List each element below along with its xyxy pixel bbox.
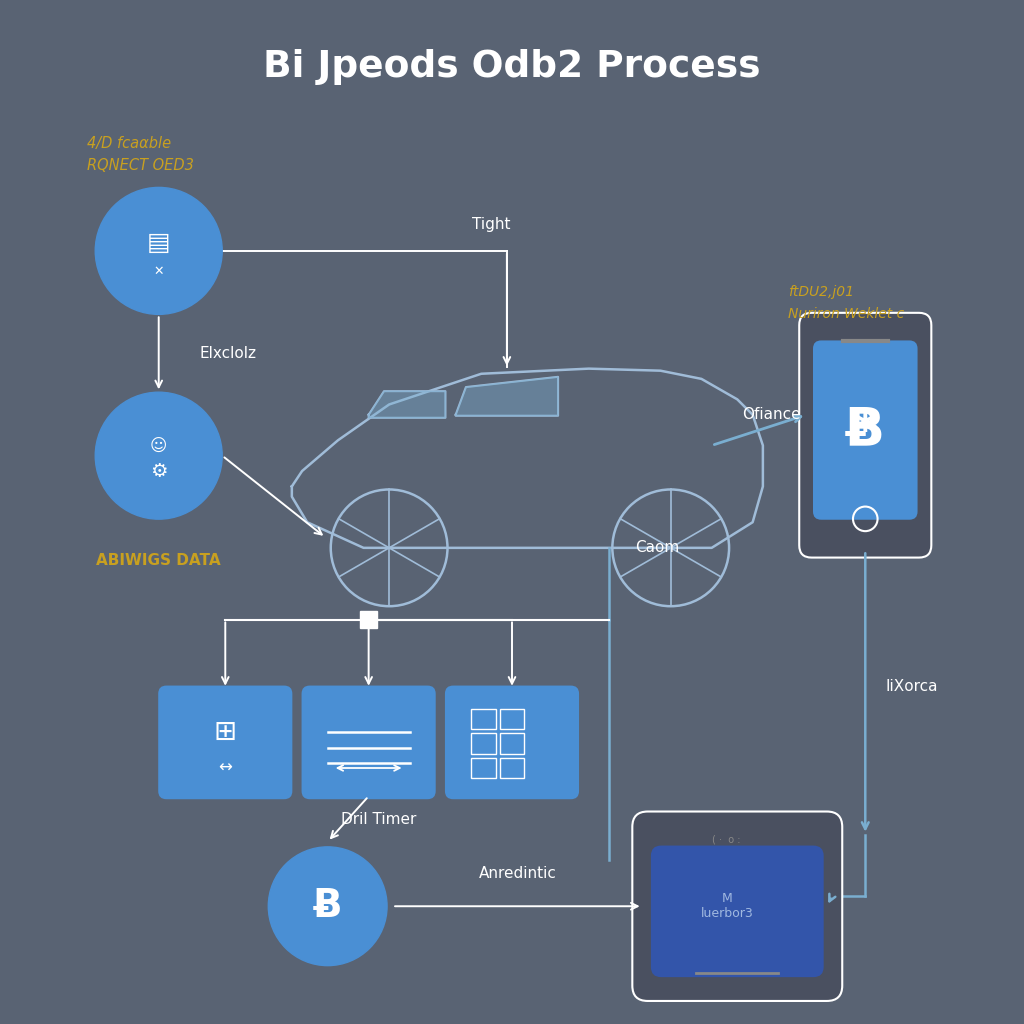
Text: Ƀ: Ƀ xyxy=(845,404,886,456)
Text: Nuriron Weklet c: Nuriron Weklet c xyxy=(788,307,905,322)
Text: Ƀ: Ƀ xyxy=(313,887,342,926)
Text: Elxclolz: Elxclolz xyxy=(200,346,257,360)
Text: Caom: Caom xyxy=(635,541,679,555)
Text: 4/D fcaαble: 4/D fcaαble xyxy=(87,136,171,151)
Text: M
luerbor3: M luerbor3 xyxy=(700,892,754,921)
Text: ↔: ↔ xyxy=(218,759,232,777)
Text: Dril Timer: Dril Timer xyxy=(341,812,417,827)
Polygon shape xyxy=(369,391,445,418)
Text: $\mathbf{*}$: $\mathbf{*}$ xyxy=(852,408,879,453)
Circle shape xyxy=(95,392,222,519)
FancyBboxPatch shape xyxy=(813,340,918,520)
Text: ABIWIGS DATA: ABIWIGS DATA xyxy=(96,553,221,567)
FancyBboxPatch shape xyxy=(799,313,932,557)
Text: ☺: ☺ xyxy=(151,436,167,455)
Text: ( ·  o :: ( · o : xyxy=(712,835,740,845)
Text: Tight: Tight xyxy=(472,217,511,232)
Text: ✕: ✕ xyxy=(154,265,164,278)
FancyBboxPatch shape xyxy=(360,611,377,628)
Text: Bi Jpeods Odb2 Process: Bi Jpeods Odb2 Process xyxy=(263,48,761,85)
Text: ⊞: ⊞ xyxy=(214,718,237,746)
Circle shape xyxy=(268,847,387,966)
FancyBboxPatch shape xyxy=(301,686,436,799)
FancyBboxPatch shape xyxy=(651,846,823,977)
Text: RQNECT OED3: RQNECT OED3 xyxy=(87,159,194,173)
Text: ▤: ▤ xyxy=(146,230,171,255)
Text: Ofiance: Ofiance xyxy=(742,408,801,422)
FancyBboxPatch shape xyxy=(444,686,580,799)
Text: IiXorca: IiXorca xyxy=(886,679,938,693)
Polygon shape xyxy=(456,377,558,416)
Text: ftDU2,j01: ftDU2,j01 xyxy=(788,285,854,299)
FancyBboxPatch shape xyxy=(158,686,293,799)
FancyBboxPatch shape xyxy=(632,811,842,1001)
Text: Anredintic: Anredintic xyxy=(478,865,556,881)
Circle shape xyxy=(95,187,222,314)
Text: ⚙: ⚙ xyxy=(150,462,168,480)
